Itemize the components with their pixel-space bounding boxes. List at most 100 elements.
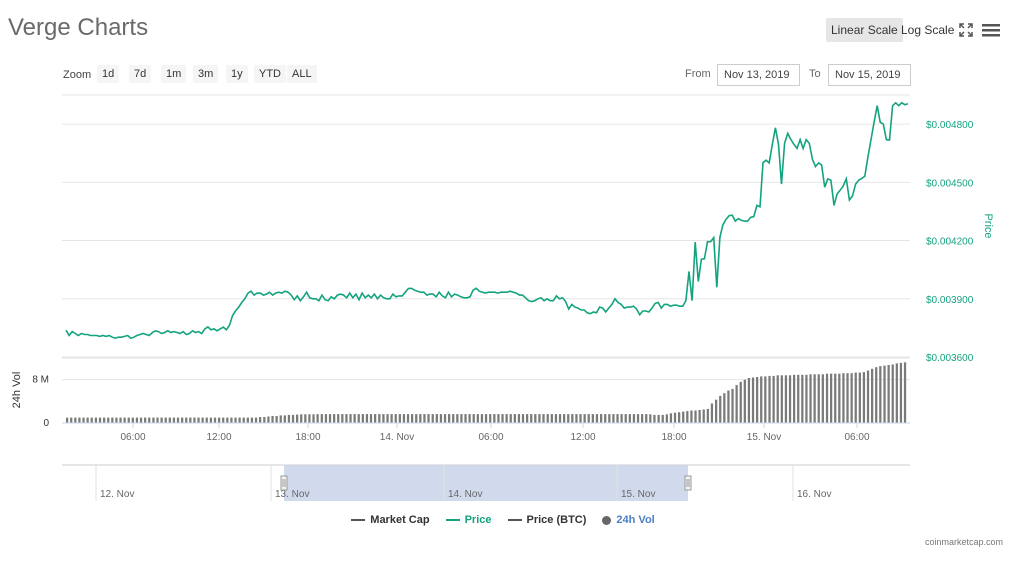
volume-bar <box>328 414 332 423</box>
volume-bar <box>185 417 188 423</box>
volume-bar <box>747 378 751 423</box>
volume-bar <box>776 375 779 423</box>
volume-bar <box>123 417 126 423</box>
volume-tick-label: 0 <box>43 418 49 429</box>
zoom-ytd-button[interactable]: YTD <box>254 65 286 83</box>
zoom-1m-button[interactable]: 1m <box>161 65 187 83</box>
volume-bar <box>431 414 434 423</box>
volume-bar <box>764 376 767 423</box>
volume-bar <box>698 410 701 423</box>
volume-bar <box>238 417 241 423</box>
volume-bar <box>324 414 328 423</box>
navigator-tick-label: 16. Nov <box>797 489 831 500</box>
volume-bar <box>312 414 315 423</box>
volume-bar <box>550 414 553 423</box>
volume-bar <box>682 411 685 423</box>
log-scale-button[interactable]: Log Scale <box>901 23 955 37</box>
price-series-line <box>65 101 909 340</box>
fullscreen-icon[interactable] <box>958 22 974 38</box>
volume-bar <box>616 414 619 423</box>
volume-bar <box>727 390 730 423</box>
volume-bar <box>423 414 426 423</box>
volume-bar <box>476 414 479 423</box>
legend-item-price[interactable]: Price <box>445 514 492 526</box>
hamburger-menu-icon[interactable] <box>982 22 1000 38</box>
volume-bar <box>443 414 447 423</box>
legend-swatch <box>445 519 460 522</box>
legend-item-market-cap[interactable]: Market Cap <box>351 514 430 526</box>
navigator[interactable]: 12. Nov 13. Nov 14. Nov 15. Nov 16. Nov <box>62 464 910 501</box>
price-tick-label: $0.004200 <box>926 237 974 248</box>
volume-bar <box>513 414 516 423</box>
volume-bar <box>111 417 114 423</box>
zoom-3m-button[interactable]: 3m <box>193 65 219 83</box>
navigator-left-handle[interactable] <box>280 475 288 491</box>
volume-bar <box>879 366 882 423</box>
volume-bar <box>489 414 492 423</box>
volume-bar <box>493 414 496 423</box>
volume-bar <box>591 414 594 423</box>
legend-item-24h-vol[interactable]: 24h Vol <box>602 514 655 526</box>
volume-bar <box>628 414 631 423</box>
volume-bar <box>891 364 894 423</box>
volume-bar <box>575 414 578 423</box>
volume-bar <box>719 395 722 423</box>
zoom-7d-button[interactable]: 7d <box>129 65 152 83</box>
price-tick-label: $0.004800 <box>926 120 974 131</box>
volume-bar <box>406 414 410 423</box>
volume-bar <box>854 372 857 423</box>
volume-bar <box>222 417 225 423</box>
volume-bar <box>160 417 163 423</box>
volume-bar <box>788 375 792 423</box>
volume-bar <box>148 417 151 423</box>
volume-bar <box>842 373 845 423</box>
volume-bar <box>357 414 360 423</box>
volume-bar <box>78 417 81 423</box>
volume-bar <box>706 408 709 423</box>
volume-bar <box>784 375 788 423</box>
chart-legend: Market Cap Price Price (BTC) 24h Vol <box>0 514 1006 526</box>
volume-bar <box>875 367 878 423</box>
volume-bar <box>98 417 102 423</box>
volume-bar <box>320 414 323 423</box>
volume-bar <box>181 417 184 423</box>
volume-bar <box>530 414 533 423</box>
zoom-1d-button[interactable]: 1d <box>97 65 120 83</box>
volume-bar <box>66 417 69 423</box>
price-axis-title: Price <box>982 213 994 238</box>
volume-bar <box>801 374 804 423</box>
volume-bar <box>838 373 841 423</box>
volume-bar <box>189 417 192 423</box>
x-tick-label: 18:00 <box>661 432 686 443</box>
volume-bar <box>291 414 295 423</box>
volume-bar <box>172 417 176 423</box>
volume-bar <box>246 417 249 423</box>
volume-bar <box>164 417 167 423</box>
range-from-input[interactable]: Nov 13, 2019 <box>717 64 800 86</box>
linear-scale-button[interactable]: Linear Scale <box>826 18 903 42</box>
legend-item-price-btc[interactable]: Price (BTC) <box>507 514 587 526</box>
zoom-all-button[interactable]: ALL <box>287 65 317 83</box>
volume-bar <box>369 414 373 423</box>
range-to-input[interactable]: Nov 15, 2019 <box>828 64 911 86</box>
legend-label: Price (BTC) <box>526 514 587 526</box>
volume-bar <box>739 381 742 423</box>
volume-bar <box>304 414 307 423</box>
volume-bar <box>772 375 775 423</box>
navigator-selection[interactable] <box>284 465 688 501</box>
volume-bar <box>456 414 459 423</box>
volume-bar <box>201 417 204 423</box>
volume-bar <box>90 417 93 423</box>
navigator-tick-label: 15. Nov <box>621 489 655 500</box>
navigator-right-handle[interactable] <box>684 475 692 491</box>
volume-bar <box>365 414 369 423</box>
volume-bar <box>230 417 233 423</box>
zoom-label: Zoom <box>63 69 92 81</box>
volume-bar <box>817 374 820 424</box>
watermark-credit: coinmarketcap.com <box>925 537 1004 547</box>
volume-bar <box>390 414 393 423</box>
x-tick-label: 06:00 <box>120 432 145 443</box>
zoom-1y-button[interactable]: 1y <box>226 65 248 83</box>
volume-bar <box>242 417 245 423</box>
volume-bar <box>858 372 861 423</box>
